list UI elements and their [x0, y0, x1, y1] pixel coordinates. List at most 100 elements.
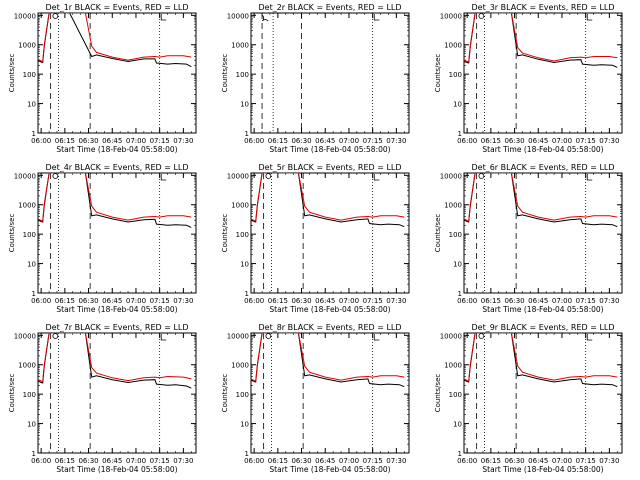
x-tick-label: 06:00 — [244, 297, 264, 305]
x-axis-label: Start Time (18-Feb-04 05:58:00) — [482, 305, 603, 314]
lld-series-line — [38, 13, 192, 63]
small-circle-icon — [261, 14, 269, 22]
y-tick-label: 1 — [458, 450, 462, 458]
panel-title: Det_1r BLACK = Events, RED = LLD — [45, 3, 188, 12]
series-group — [464, 333, 618, 388]
x-axis-label: Start Time (18-Feb-04 05:58:00) — [269, 145, 390, 154]
y-axis-label: Counts/sec — [434, 54, 442, 93]
series-group — [464, 13, 618, 68]
lld-series-line — [38, 173, 192, 222]
y-tick-label: 1 — [32, 290, 36, 298]
x-tick-label: 07:30 — [599, 137, 619, 145]
x-tick-label: 06:15 — [268, 297, 288, 305]
y-tick-label: 10000 — [440, 332, 462, 340]
small-circle-icon — [478, 13, 485, 19]
x-tick-label: 06:30 — [504, 457, 524, 465]
series-group — [251, 173, 405, 228]
x-tick-label: 06:00 — [31, 457, 51, 465]
x-tick-label: 06:00 — [457, 297, 477, 305]
y-tick-label: 10 — [240, 261, 249, 269]
panel-title: Det_4r BLACK = Events, RED = LLD — [45, 163, 188, 172]
y-tick-label: 1000 — [18, 362, 36, 370]
y-tick-label: 1 — [245, 290, 249, 298]
lld-series-line — [251, 173, 405, 222]
x-tick-label: 06:30 — [291, 457, 311, 465]
y-tick-label: 1000 — [18, 202, 36, 210]
x-tick-label: 06:00 — [457, 457, 477, 465]
x-tick-label: 06:45 — [528, 297, 548, 305]
y-tick-label: 100 — [449, 71, 462, 79]
y-tick-label: 1000 — [444, 42, 462, 50]
x-tick-label: 07:30 — [599, 457, 619, 465]
plot-frame — [250, 12, 410, 134]
small-circle-icon — [478, 333, 485, 339]
corner-bracket-icon — [373, 334, 380, 341]
x-tick-label: 07:30 — [173, 457, 193, 465]
x-tick-label: 06:00 — [244, 137, 264, 145]
events-series-line — [38, 13, 192, 68]
x-axis-label: Start Time (18-Feb-04 05:58:00) — [269, 465, 390, 474]
x-tick-label: 07:00 — [552, 457, 572, 465]
y-axis-label: Counts/sec — [221, 214, 229, 253]
x-tick-label: 06:45 — [315, 457, 335, 465]
x-tick-label: 07:30 — [173, 297, 193, 305]
x-axis-label: Start Time (18-Feb-04 05:58:00) — [56, 465, 177, 474]
x-tick-label: 07:30 — [599, 297, 619, 305]
panel-title: Det_7r BLACK = Events, RED = LLD — [45, 323, 188, 332]
x-tick-label: 06:15 — [268, 457, 288, 465]
detector-panel-1: Det_1r BLACK = Events, RED = LLD 1 10 100 10… — [8, 3, 197, 154]
x-tick-label: 06:45 — [528, 457, 548, 465]
lld-series-line — [464, 13, 618, 63]
plot-frame — [250, 332, 410, 454]
panel-title: Det_3r BLACK = Events, RED = LLD — [471, 3, 614, 12]
y-tick-label: 100 — [23, 391, 36, 399]
x-tick-label: 07:00 — [126, 297, 146, 305]
panel-title: Det_8r BLACK = Events, RED = LLD — [258, 323, 401, 332]
small-circle-icon — [265, 173, 272, 179]
y-tick-label: 100 — [236, 231, 249, 239]
x-tick-label: 07:15 — [576, 457, 596, 465]
panel-title: Det_5r BLACK = Events, RED = LLD — [258, 163, 401, 172]
x-tick-label: 07:00 — [339, 297, 359, 305]
plot-frame — [463, 172, 623, 294]
x-tick-label: 07:00 — [126, 137, 146, 145]
y-tick-label: 1 — [458, 290, 462, 298]
plot-frame — [37, 12, 197, 134]
x-tick-label: 06:30 — [78, 297, 98, 305]
x-tick-label: 07:15 — [363, 457, 383, 465]
panel-title: Det_6r BLACK = Events, RED = LLD — [471, 163, 614, 172]
y-tick-label: 10 — [453, 421, 462, 429]
y-tick-label: 100 — [23, 71, 36, 79]
x-tick-label: 07:15 — [150, 457, 170, 465]
x-tick-label: 06:30 — [504, 137, 524, 145]
x-tick-label: 06:45 — [315, 297, 335, 305]
x-tick-label: 06:45 — [102, 137, 122, 145]
x-axis-label: Start Time (18-Feb-04 05:58:00) — [482, 145, 603, 154]
lld-series-line — [251, 333, 405, 382]
x-tick-label: 07:30 — [386, 457, 406, 465]
y-axis-label: Counts/sec — [434, 214, 442, 253]
x-tick-label: 07:15 — [363, 137, 383, 145]
y-tick-label: 1 — [32, 450, 36, 458]
plot-frame — [37, 332, 197, 454]
x-tick-label: 06:30 — [78, 137, 98, 145]
x-tick-label: 06:15 — [268, 137, 288, 145]
y-tick-label: 1 — [245, 130, 249, 138]
x-tick-label: 06:45 — [102, 457, 122, 465]
series-group — [38, 333, 192, 389]
x-tick-label: 07:00 — [339, 457, 359, 465]
events-series-line — [464, 13, 618, 68]
series-group — [464, 173, 618, 228]
x-axis-label: Start Time (18-Feb-04 05:58:00) — [482, 465, 603, 474]
x-tick-label: 07:00 — [552, 137, 572, 145]
detector-panel-6: Det_6r BLACK = Events, RED = LLD 1 10 100 10… — [434, 163, 623, 314]
x-tick-label: 06:30 — [291, 137, 311, 145]
lld-series-line — [464, 173, 618, 222]
events-series-line — [251, 333, 405, 388]
x-tick-label: 07:15 — [150, 297, 170, 305]
y-tick-label: 1 — [458, 130, 462, 138]
x-tick-label: 07:15 — [150, 137, 170, 145]
x-tick-label: 06:00 — [457, 137, 477, 145]
y-axis-label: Counts/sec — [221, 54, 229, 93]
